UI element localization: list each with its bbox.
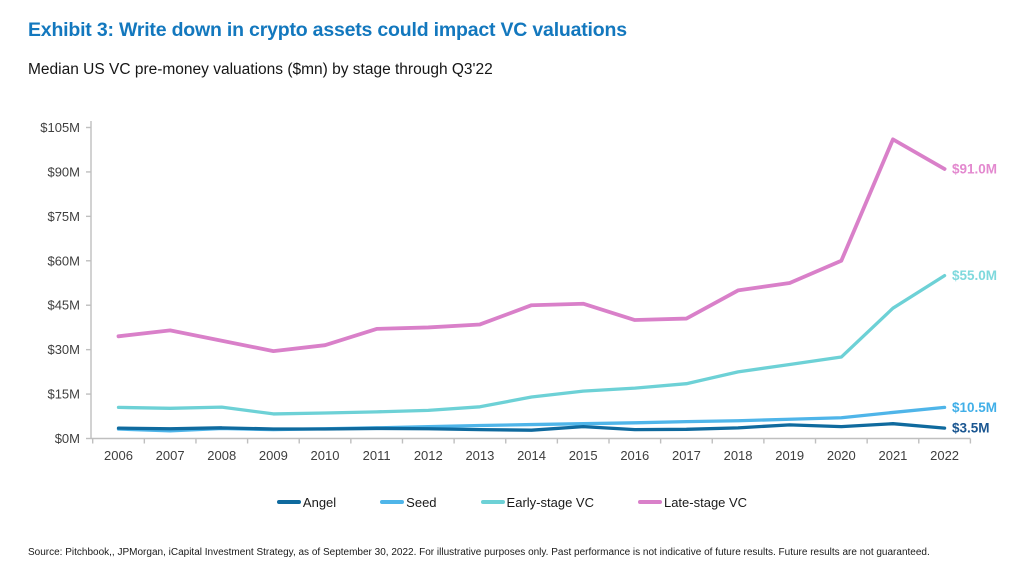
x-tick-label: 2021: [878, 448, 907, 463]
legend-label-late-stage-vc: Late-stage VC: [663, 494, 748, 510]
x-tick-label: 2009: [259, 448, 288, 463]
x-tick-label: 2014: [517, 448, 546, 463]
x-tick-label: 2018: [724, 448, 753, 463]
series-line-early-stage-vc: [116, 273, 947, 416]
data-label-early-stage-vc: $55.0M: [952, 268, 997, 283]
legend-swatch-angel-icon: [276, 500, 301, 504]
series-line-late-stage-vc: [116, 137, 947, 354]
x-tick-label: 2017: [672, 448, 701, 463]
x-tick-label: 2011: [363, 448, 391, 463]
chart-legend: Angel Seed Early-stage VC Late-stage VC: [0, 491, 1024, 513]
x-tick-label: 2012: [414, 448, 443, 463]
y-tick-label: $105M: [40, 120, 80, 135]
legend-label-seed: Seed: [406, 494, 437, 510]
y-tick-label: $45M: [47, 298, 80, 313]
y-tick-label: $0M: [55, 431, 80, 446]
exhibit-title: Exhibit 3: Write down in crypto assets c…: [28, 19, 627, 41]
legend-swatch-late-stage-vc-icon: [637, 500, 662, 504]
y-tick-label: $60M: [47, 253, 80, 268]
x-tick-label: 2020: [827, 448, 856, 463]
y-tick-label: $15M: [47, 387, 80, 402]
legend-label-angel: Angel: [302, 494, 337, 510]
source-note: Source: Pitchbook,, JPMorgan, iCapital I…: [28, 547, 930, 558]
y-tick-label: $75M: [47, 209, 80, 224]
legend-swatch-seed-icon: [380, 500, 405, 504]
legend-item-early-stage-vc: Early-stage VC: [480, 494, 594, 510]
x-tick-label: 2015: [569, 448, 598, 463]
y-tick-label: $90M: [47, 164, 80, 179]
y-tick-label: $30M: [47, 342, 80, 357]
x-tick-label: 2013: [465, 448, 494, 463]
x-tick-label: 2006: [104, 448, 133, 463]
series-line-angel: [116, 422, 947, 432]
legend-item-late-stage-vc: Late-stage VC: [637, 494, 748, 510]
x-tick-label: 2007: [156, 448, 185, 463]
chart-subtitle: Median US VC pre-money valuations ($mn) …: [28, 61, 493, 78]
x-tick-label: 2016: [620, 448, 649, 463]
data-label-seed: $10.5M: [952, 400, 997, 415]
x-tick-label: 2008: [207, 448, 236, 463]
legend-swatch-early-stage-vc-icon: [480, 500, 505, 504]
x-tick-label: 2019: [775, 448, 804, 463]
x-tick-label: 2010: [311, 448, 340, 463]
x-tick-label: 2022: [930, 448, 959, 463]
legend-label-early-stage-vc: Early-stage VC: [506, 494, 594, 510]
legend-item-seed: Seed: [380, 494, 437, 510]
legend-item-angel: Angel: [276, 494, 337, 510]
data-label-angel: $3.5M: [952, 421, 990, 436]
data-label-late-stage-vc: $91.0M: [952, 161, 997, 176]
